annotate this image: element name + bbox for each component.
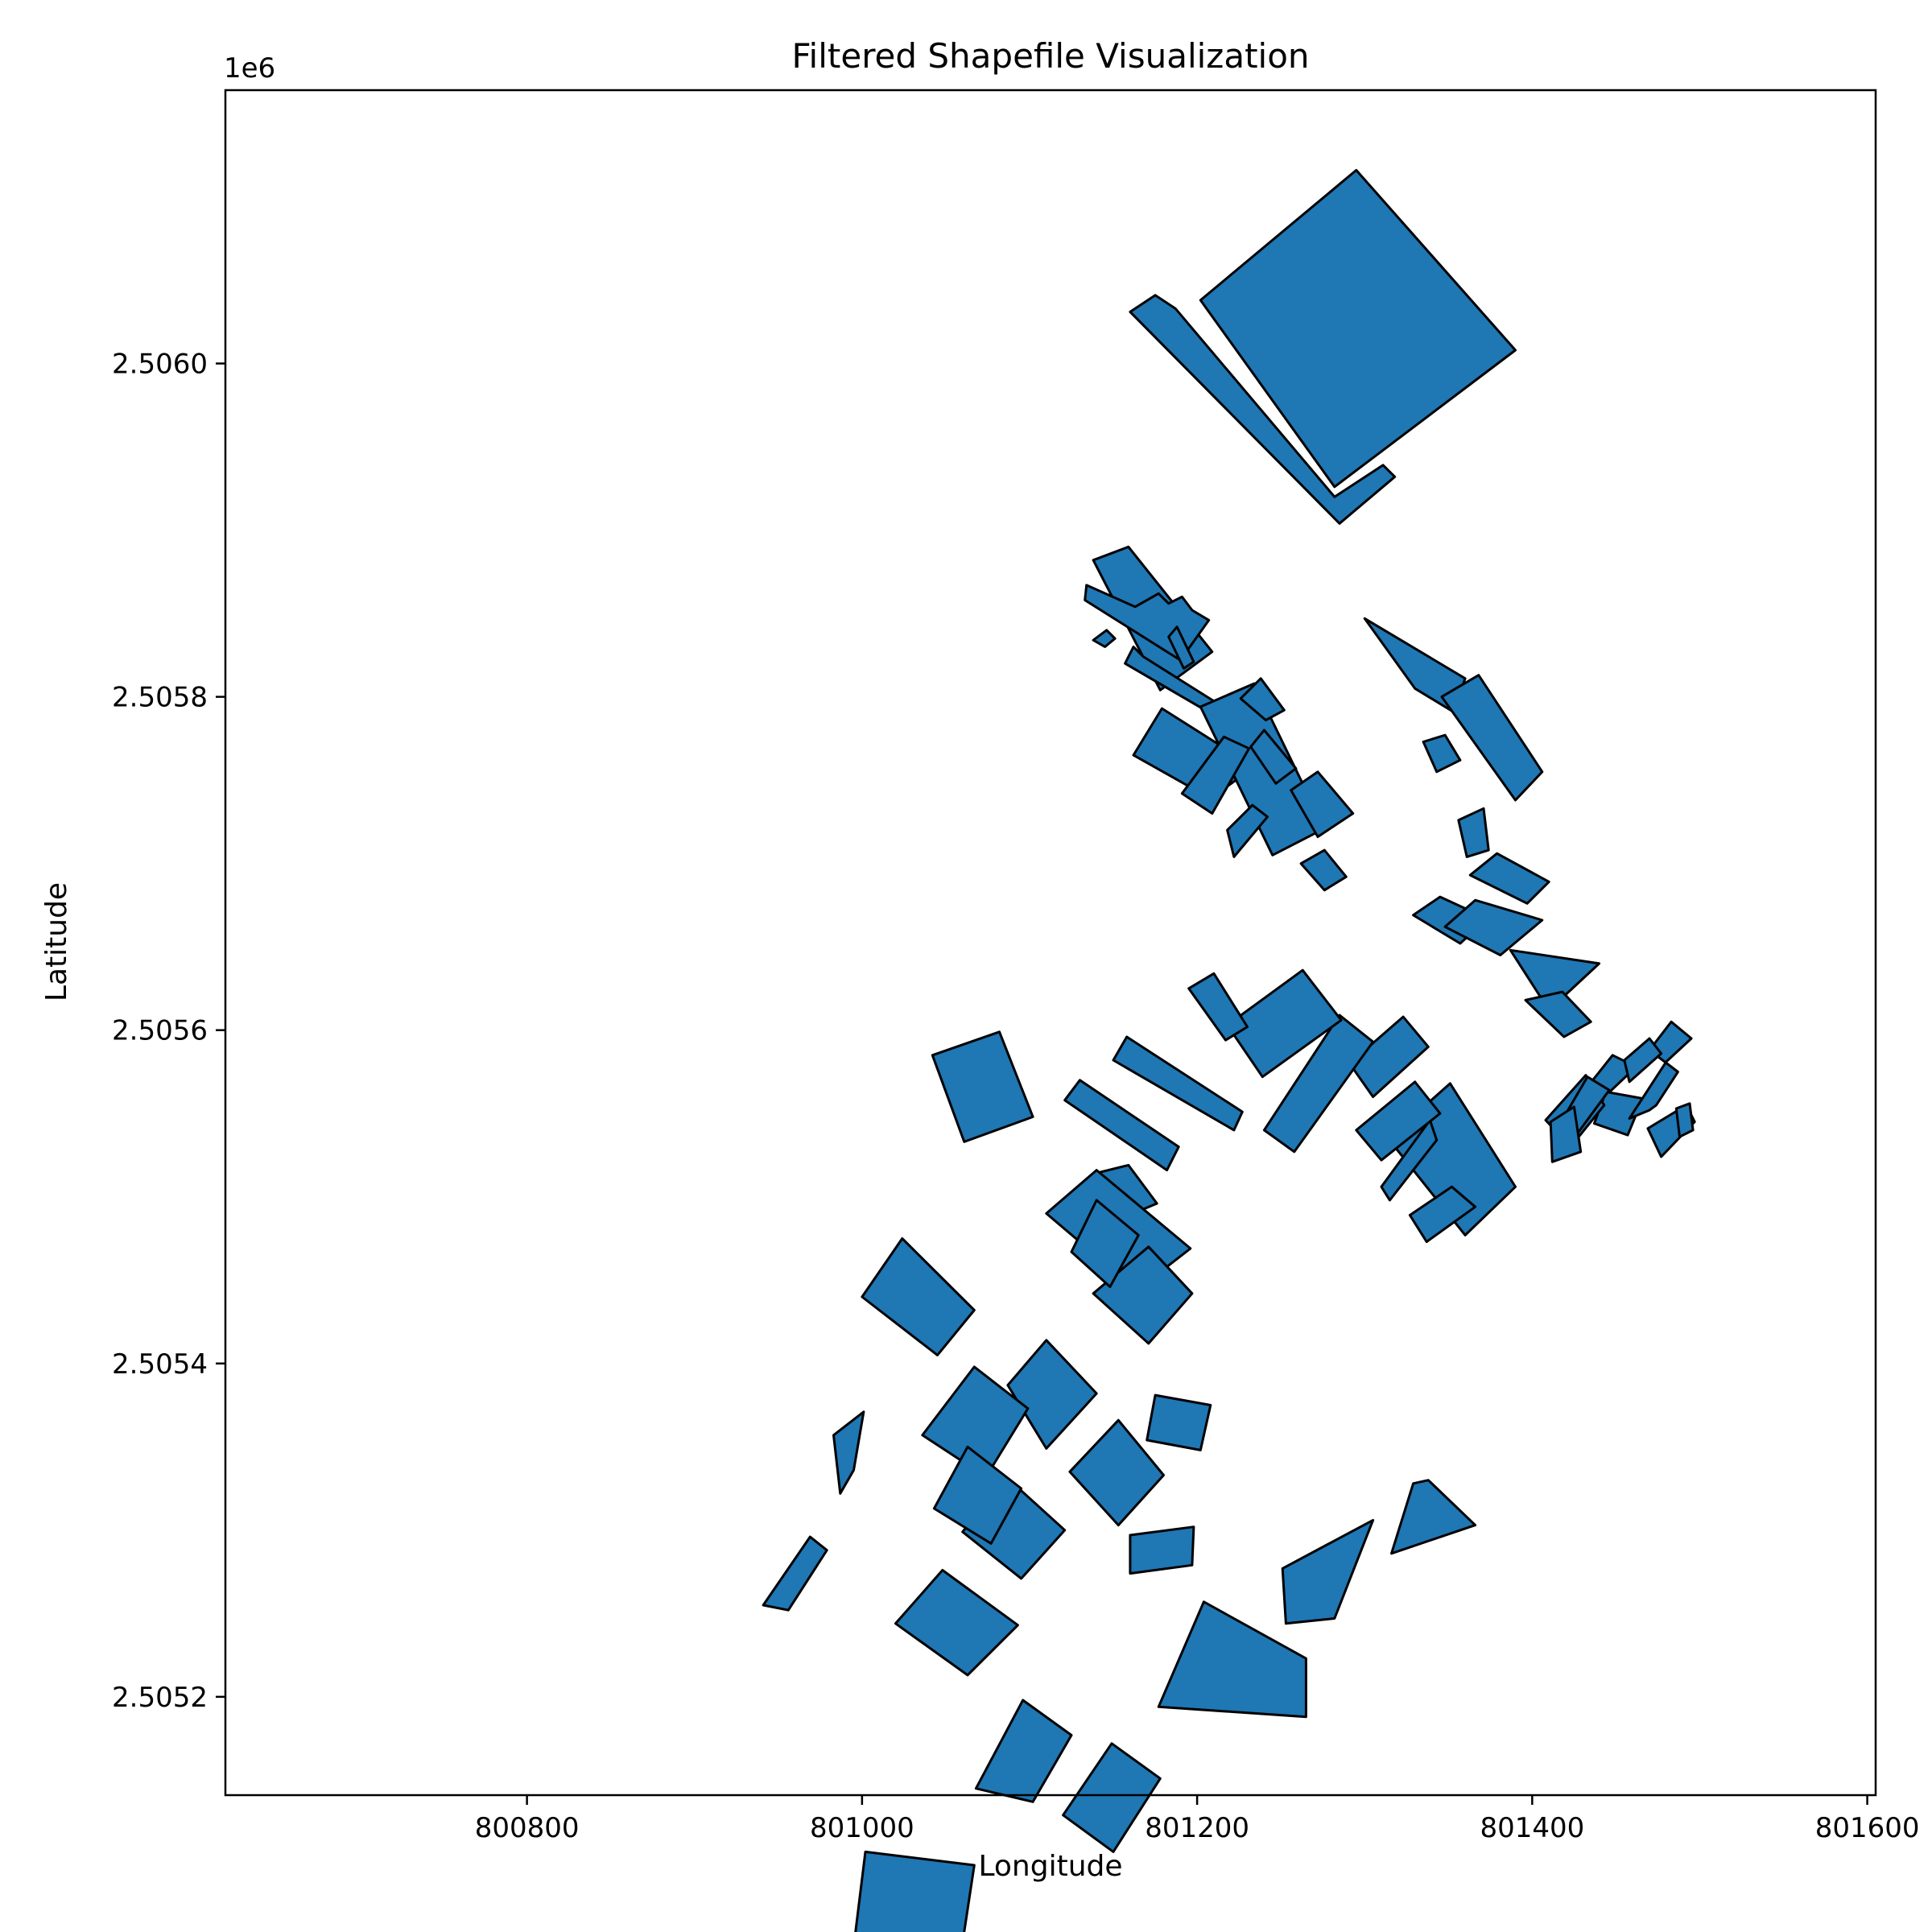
building-polygon-5 bbox=[1092, 629, 1117, 648]
building-polygon-19 bbox=[1440, 674, 1544, 802]
y-tick-label-2: 2.5054 bbox=[112, 1348, 208, 1381]
building-polygon-18 bbox=[1457, 807, 1490, 858]
y-tick-label-3: 2.5056 bbox=[112, 1015, 208, 1047]
building-polygon-35 bbox=[1408, 1185, 1477, 1244]
x-axis-label: Longitude bbox=[978, 1850, 1122, 1883]
building-polygon-53 bbox=[932, 1445, 1023, 1545]
chart-title: Filtered Shapefile Visualization bbox=[791, 36, 1309, 76]
building-polygon-62 bbox=[762, 1535, 828, 1612]
building-polygon-47 bbox=[1092, 1245, 1194, 1345]
building-polygon-41 bbox=[1187, 972, 1249, 1042]
building-polygon-13 bbox=[1249, 729, 1298, 785]
building-polygon-56 bbox=[1146, 1393, 1212, 1451]
building-polygon-23 bbox=[1509, 948, 1601, 1012]
y-tick-label-1: 2.5052 bbox=[112, 1682, 208, 1714]
plot-area bbox=[225, 90, 1876, 1795]
axes-frame bbox=[224, 89, 1877, 1797]
building-polygon-33 bbox=[1549, 1105, 1583, 1163]
building-polygon-37 bbox=[1348, 1015, 1430, 1098]
y-axis-ticks: 2.5052 2.5054 2.5056 2.5058 2.5060 bbox=[112, 349, 225, 1714]
y-tick-label-5: 2.5060 bbox=[112, 349, 208, 381]
building-polygon-12 bbox=[1226, 803, 1269, 858]
building-polygon-24 bbox=[1524, 990, 1592, 1038]
x-tick-label-4: 801400 bbox=[1480, 1812, 1584, 1844]
building-polygon-51 bbox=[894, 1569, 1019, 1677]
building-polygon-6 bbox=[1124, 646, 1227, 716]
building-polygon-40 bbox=[1226, 968, 1343, 1079]
building-polygon-36 bbox=[1380, 1119, 1439, 1202]
building-polygon-8 bbox=[1167, 625, 1195, 670]
y-tick-label-4: 2.5058 bbox=[112, 682, 208, 714]
building-polygons bbox=[762, 168, 1696, 1932]
building-polygon-58 bbox=[1157, 1600, 1307, 1719]
building-polygon-48 bbox=[1006, 1339, 1098, 1450]
y-axis-offset-label: 1e6 bbox=[224, 52, 275, 85]
building-polygon-10 bbox=[1239, 677, 1286, 722]
building-polygon-49 bbox=[1068, 1418, 1165, 1527]
building-polygon-60 bbox=[1390, 1479, 1477, 1555]
x-tick-label-3: 801200 bbox=[1145, 1812, 1249, 1844]
building-polygon-15 bbox=[1299, 848, 1348, 892]
building-polygon-42 bbox=[1112, 1035, 1244, 1132]
building-polygon-2 bbox=[1129, 294, 1397, 525]
x-tick-label-2: 801000 bbox=[810, 1812, 914, 1844]
building-polygon-20 bbox=[1468, 852, 1550, 905]
building-polygon-64 bbox=[1062, 1742, 1162, 1853]
building-polygon-55 bbox=[1070, 1199, 1140, 1288]
x-tick-label-1: 800800 bbox=[475, 1812, 580, 1844]
building-polygon-57 bbox=[1129, 1525, 1195, 1575]
building-polygon-14 bbox=[1290, 770, 1355, 838]
building-polygon-39 bbox=[1262, 1013, 1375, 1154]
building-polygon-54 bbox=[861, 1237, 976, 1356]
building-polygon-63 bbox=[974, 1699, 1073, 1803]
x-tick-label-5: 801600 bbox=[1815, 1812, 1920, 1844]
building-polygon-38 bbox=[1355, 1080, 1442, 1162]
building-polygon-61 bbox=[832, 1410, 865, 1495]
building-polygon-22 bbox=[1443, 898, 1544, 956]
building-polygon-65 bbox=[854, 1850, 976, 1932]
building-polygon-1 bbox=[1199, 168, 1517, 489]
y-axis-label: Latitude bbox=[40, 882, 73, 1001]
building-polygon-17 bbox=[1422, 733, 1462, 774]
x-axis-ticks: 800800 801000 801200 801400 801600 bbox=[475, 1795, 1920, 1844]
building-polygon-11 bbox=[1180, 735, 1251, 815]
building-polygon-59 bbox=[1281, 1518, 1375, 1625]
building-polygon-30 bbox=[1674, 1102, 1695, 1138]
building-polygon-29 bbox=[1623, 1037, 1663, 1084]
building-polygon-44 bbox=[931, 1030, 1034, 1143]
building-polygon-43 bbox=[1063, 1079, 1180, 1172]
